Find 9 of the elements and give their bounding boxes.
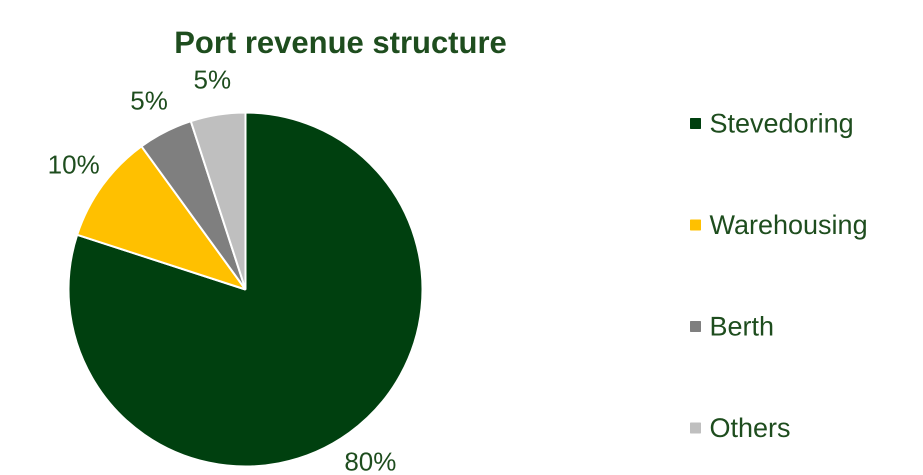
data-label: 5% — [193, 64, 232, 95]
chart-title: Port revenue structure — [174, 25, 507, 60]
data-label: 5% — [130, 85, 168, 116]
legend-label: Warehousing — [710, 210, 868, 240]
legend-label: Berth — [710, 312, 774, 342]
legend-label: Others — [710, 413, 791, 443]
data-label: 10% — [48, 150, 100, 180]
legend-label: Stevedoring — [710, 108, 854, 138]
data-label: 80% — [344, 446, 396, 475]
